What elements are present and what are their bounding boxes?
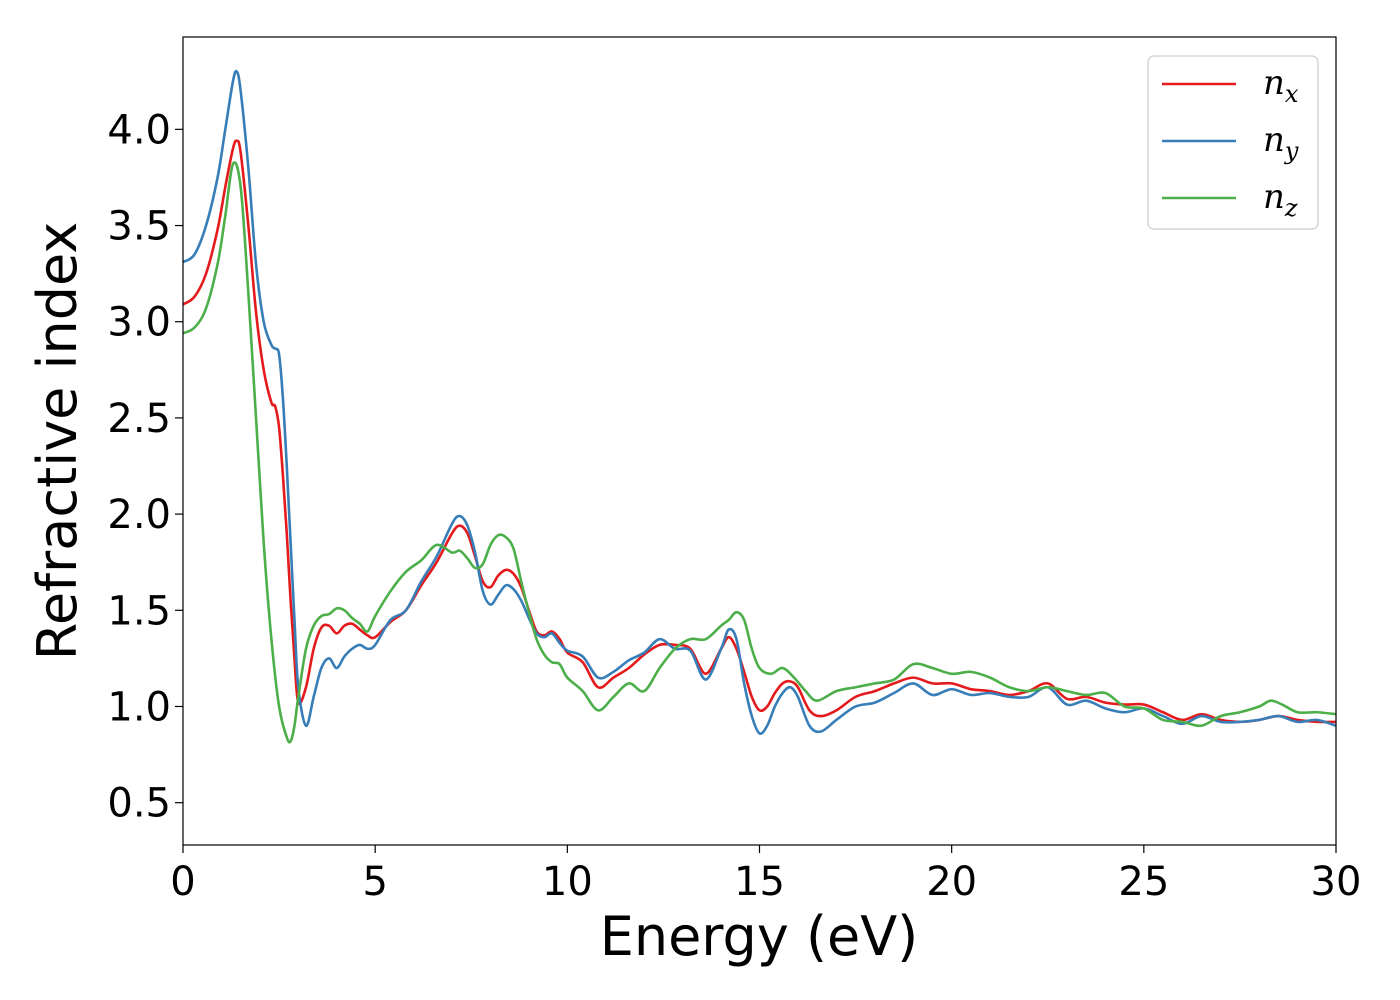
y-tick-label: 0.5 [107,781,171,827]
y-tick-label: 1.0 [107,684,171,730]
x-tick-label: 0 [170,859,195,905]
legend-label-z: nz [1263,177,1298,222]
x-axis-title: Energy (eV) [600,905,919,968]
x-axis: 0 5 10 15 20 25 30 [170,845,1361,905]
legend-label-y: ny [1263,120,1299,165]
x-tick-label: 25 [1118,859,1169,905]
series-line-n-y [183,69,1336,736]
x-tick-label: 30 [1311,859,1362,905]
series-layer [183,69,1336,744]
y-axis: 0.5 1.0 1.5 2.0 2.5 3.0 3.5 4.0 [107,107,183,827]
y-tick-label: 3.0 [107,300,171,346]
y-tick-label: 3.5 [107,204,171,250]
x-tick-label: 15 [734,859,785,905]
series-line-n-z [183,161,1336,744]
x-tick-label: 10 [542,859,593,905]
legend: nx ny nz [1147,55,1319,230]
x-tick-label: 20 [926,859,977,905]
y-tick-label: 2.5 [107,396,171,442]
y-tick-label: 1.5 [107,588,171,634]
y-tick-label: 4.0 [107,107,171,153]
x-tick-label: 5 [362,859,387,905]
legend-label-x: nx [1263,63,1299,108]
legend-frame [1147,55,1319,230]
y-tick-label: 2.0 [107,492,171,538]
y-axis-title: Refractive index [26,222,89,661]
